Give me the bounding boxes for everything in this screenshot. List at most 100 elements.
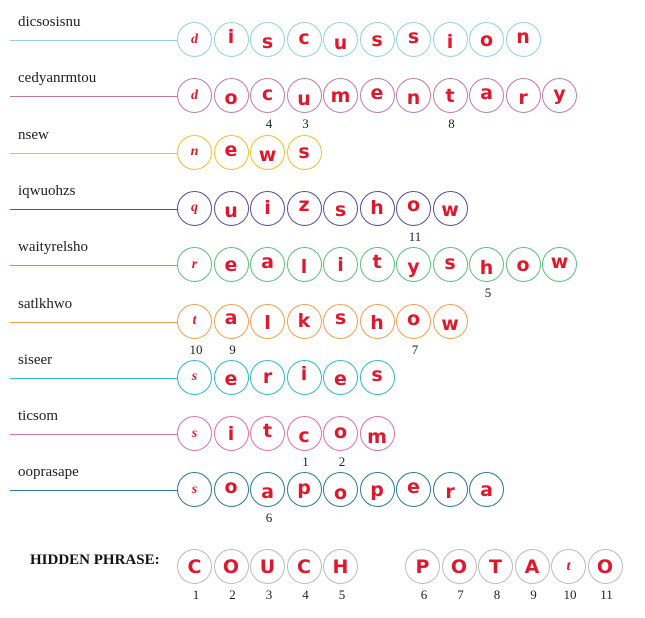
letter-circle[interactable]: o [213,78,249,114]
letter-circle[interactable]: l [250,303,285,339]
letter-circle[interactable]: q [177,190,212,226]
hidden-letter-circle[interactable]: O 11 [587,549,623,602]
letter: o [224,86,238,109]
letter: o [479,28,494,51]
letter-circle[interactable]: e [359,78,395,114]
letter-circle[interactable]: z [286,190,322,226]
letter: e [224,253,238,276]
letter-circle[interactable]: s [177,472,212,508]
letter-circle[interactable]: h [359,190,395,226]
letter-circle[interactable]: t [250,416,285,452]
letter-circle[interactable]: s [286,134,322,170]
letter-circle[interactable]: s [432,247,468,283]
letter-circle[interactable]: n [396,78,431,114]
letter-circle[interactable]: i [213,22,249,57]
letter-number: 8 [493,587,501,602]
letter-circle[interactable]: k [286,303,322,339]
letter-circle[interactable]: s [359,22,395,57]
letter-circle[interactable]: s [359,359,395,395]
letter-circle[interactable]: u [213,190,249,226]
letter-circle[interactable]: r [250,359,285,395]
letter-circle[interactable]: r [505,78,541,114]
letter-circle[interactable]: t [359,247,395,283]
letter-circle[interactable]: m [359,416,395,452]
connector-line [10,208,178,210]
letter: y [407,255,420,278]
letter: h [370,312,384,334]
letter: l [300,255,308,278]
letter-circle[interactable]: o 11 [396,190,431,244]
letter: e [224,139,238,162]
letter: U [259,555,276,578]
letter-circle[interactable]: s [396,22,431,57]
letter-circle[interactable]: p [286,472,322,508]
letter-circle[interactable]: e [213,134,249,170]
letter-circle[interactable]: w [432,303,468,339]
letter-circle[interactable]: r [177,247,212,283]
letter-circle[interactable]: i [286,359,322,395]
letter-circle[interactable]: s [250,22,285,57]
letter: n [190,144,199,160]
letter-circle[interactable]: u [323,22,358,57]
letter-circle[interactable]: w [432,190,468,226]
letter-circle[interactable]: d [177,78,212,114]
letter-circle[interactable]: m [323,78,358,114]
letter-circle[interactable]: h [359,303,395,339]
letter: d [191,31,198,47]
letter-circle[interactable]: n [505,22,541,57]
letter-circle[interactable]: i [250,190,285,226]
letter-circle[interactable]: s [323,303,358,339]
letter-circle[interactable]: y [396,247,431,283]
letter-circle[interactable]: o [505,247,541,283]
letter-circle[interactable]: s [177,359,212,395]
letter: P [415,555,430,578]
scrambled-word: dicsosisnu [18,14,81,30]
letter: c [298,26,310,49]
letter-circle[interactable]: a [469,472,504,508]
letter-circle[interactable]: p [359,472,395,508]
letter-circle[interactable]: e [213,359,249,395]
letter-circle[interactable]: n [177,134,212,170]
letter-circle[interactable]: s [323,190,358,226]
letter-circle[interactable]: d [177,22,212,57]
hidden-letter-circle[interactable]: t 10 [551,549,586,602]
letter-circle[interactable]: o [323,472,358,508]
letter-circle[interactable]: e [323,359,358,395]
letter-circle[interactable]: r [432,472,468,508]
letter-circle[interactable]: e [396,472,431,508]
letter-circle[interactable]: a [469,78,504,114]
letter-circle[interactable]: o [213,472,249,508]
letter-circle[interactable]: s [177,416,212,452]
letter-circle[interactable]: w [250,134,285,170]
letter-circle[interactable]: c [286,22,322,57]
letter-circle[interactable]: l [286,247,322,283]
letter: z [298,194,310,217]
letter-circle[interactable]: e [213,247,249,283]
letter-circle[interactable]: i [432,22,468,57]
letter-circle[interactable]: a [250,247,285,283]
letter-circle[interactable]: o [469,22,504,57]
letter-circle[interactable]: w [542,247,577,283]
letter-circle[interactable]: t 10 [177,303,212,357]
letter-circle[interactable]: y [542,78,577,114]
letter-circle[interactable]: i [213,416,249,452]
letter-circle[interactable]: i [323,247,358,283]
